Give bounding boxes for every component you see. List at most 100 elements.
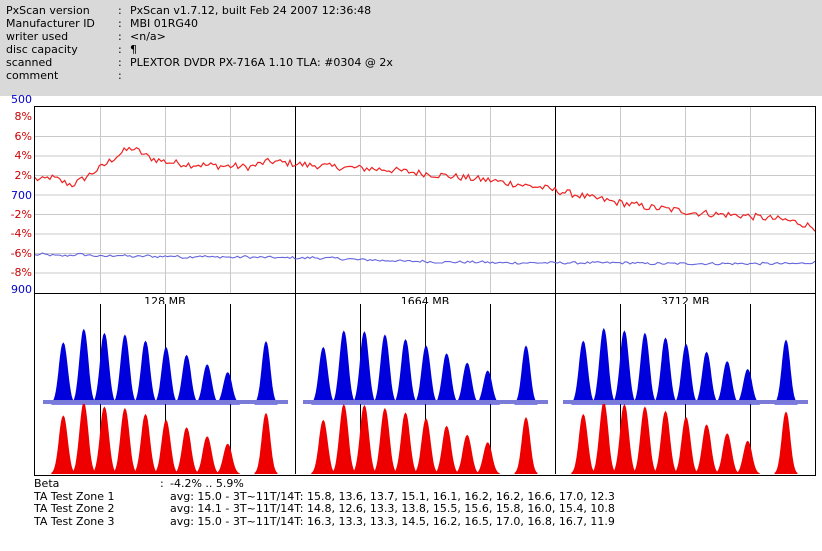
ta-bump: [372, 407, 397, 475]
y-tick-left: -6%: [10, 246, 32, 260]
ta-bump: [71, 328, 96, 405]
ta-bump: [311, 419, 336, 475]
ta-bump: [174, 354, 199, 405]
ta-bump: [112, 407, 137, 475]
zone-separator: [555, 294, 557, 309]
summary-value: avg: 15.0 - 3T~11T/14T: 15.8, 13.6, 13.7…: [170, 489, 615, 503]
ta-bump: [591, 401, 616, 475]
ta-bump: [434, 425, 459, 475]
summary-row-beta: Beta: -4.2% .. 5.9%: [34, 477, 822, 491]
series-line: [35, 146, 815, 232]
ta-bump: [653, 337, 678, 405]
ta-bump: [414, 418, 439, 475]
header-colon: :: [118, 43, 122, 56]
ta-bump: [715, 433, 740, 475]
scan-info-header: PxScan version: PxScan v1.7.12, built Feb…: [0, 0, 822, 96]
plot-area: [34, 106, 816, 294]
summary-label: Beta: [34, 477, 60, 490]
header-value: PxScan v1.7.12, built Feb 24 2007 12:36:…: [130, 4, 372, 17]
header-label: disc capacity: [6, 43, 78, 56]
header-label: scanned: [6, 56, 53, 69]
ta-bump: [632, 406, 657, 475]
header-row: PxScan version: PxScan v1.7.12, built Feb…: [6, 4, 822, 17]
ta-bump: [475, 370, 500, 405]
summary-value: avg: 14.1 - 3T~11T/14T: 14.8, 12.6, 13.3…: [170, 502, 615, 515]
summary-value: avg: 15.0 - 3T~11T/14T: 16.3, 13.3, 13.3…: [170, 514, 615, 528]
ta-bump: [112, 334, 137, 405]
ta-baseline-noise: [303, 400, 548, 404]
summary-row-ta-zone-3: TA Test Zone 3 avg: 15.0 - 3T~11T/14T: 16…: [34, 514, 822, 529]
ta-bump: [591, 327, 616, 405]
summary-row-ta-zone-1: TA Test Zone 1 avg: 15.0 - 3T~11T/14T: 15…: [34, 489, 822, 504]
summary-label: TA Test Zone 3: [34, 514, 115, 528]
ta-bump: [694, 424, 719, 475]
ta-bump: [215, 372, 240, 405]
ta-bump: [632, 332, 657, 405]
ta-bump: [514, 345, 538, 405]
y-tick-right-scale: 700: [11, 189, 32, 202]
ta-bump: [414, 345, 439, 405]
ta-bump: [715, 361, 740, 405]
ta-bump: [674, 416, 699, 475]
header-row: Manufacturer ID: MBI 01RG40: [6, 17, 822, 30]
y-tick-left: 8%: [14, 110, 32, 123]
ta-bump: [514, 416, 538, 475]
ta-bump: [455, 434, 480, 475]
y-tick-left: 4%: [14, 149, 32, 162]
summary-colon: :: [160, 477, 164, 490]
header-colon: :: [118, 30, 122, 43]
ta-bump: [735, 369, 760, 405]
header-row: writer used: <n/a>: [6, 30, 822, 43]
ta-bump: [254, 341, 278, 405]
header-row: comment:: [6, 69, 822, 82]
header-label: Manufacturer ID: [6, 17, 95, 30]
ta-bump: [195, 364, 220, 405]
summary-label: TA Test Zone 1: [34, 489, 115, 503]
ta-bump: [735, 440, 760, 475]
ta-bump: [674, 343, 699, 405]
header-value: PLEXTOR DVDR PX-716A 1.10 TLA: #0304 @ 2…: [130, 56, 393, 69]
header-row: disc capacity: ¶: [6, 43, 822, 56]
ta-bump: [352, 404, 377, 475]
ta-bump: [331, 330, 356, 405]
y-axis-labels: 8% 6% 4% 2% -2% -4% -6% -8% 500 700 900: [0, 93, 34, 304]
plot-svg: [35, 107, 815, 293]
ta-baseline-noise: [563, 400, 808, 404]
y-tick-right-scale: 900: [11, 283, 32, 296]
y-tick-left: -8%: [10, 266, 32, 279]
y-tick-left: 2%: [14, 168, 32, 182]
series-line: [35, 252, 815, 266]
header-value: <n/a>: [130, 30, 166, 43]
header-row: scanned: PLEXTOR DVDR PX-716A 1.10 TLA: #…: [6, 56, 822, 69]
ta-bump: [571, 413, 596, 475]
zone-separator: [294, 294, 296, 309]
header-label: comment: [6, 69, 59, 82]
header-value: MBI 01RG40: [130, 17, 198, 30]
summary-label: TA Test Zone 2: [34, 502, 115, 515]
ta-bump: [195, 436, 220, 475]
ta-bump: [352, 331, 377, 405]
ta-bump: [71, 402, 96, 475]
summary-row-ta-zone-2: TA Test Zone 2 avg: 14.1 - 3T~11T/14T: 14…: [34, 502, 822, 516]
ta-bump: [571, 340, 596, 405]
y-tick-left: -4%: [10, 227, 32, 240]
ta-bump: [133, 340, 158, 405]
ta-bump: [372, 334, 397, 405]
scan-graph: 8% 6% 4% 2% -2% -4% -6% -8% 500 700 900 128 MB 1664…: [0, 93, 822, 310]
header-label: writer used: [6, 30, 69, 43]
ta-bump: [694, 351, 719, 405]
header-colon: :: [118, 17, 122, 30]
ta-bump: [393, 338, 418, 405]
ta-bump: [154, 419, 179, 475]
ta-bump: [434, 353, 459, 405]
ta-bump: [331, 404, 356, 475]
ta-bump: [475, 442, 500, 475]
summary-value: -4.2% .. 5.9%: [170, 477, 244, 490]
ta-bump: [254, 412, 278, 475]
ta-bump: [92, 406, 117, 475]
header-label: PxScan version: [6, 4, 90, 17]
header-value: ¶: [130, 43, 137, 56]
ta-baseline-noise: [43, 400, 288, 404]
y-tick-right-scale: 500: [11, 93, 32, 106]
ta-histogram-svg: [43, 304, 808, 475]
